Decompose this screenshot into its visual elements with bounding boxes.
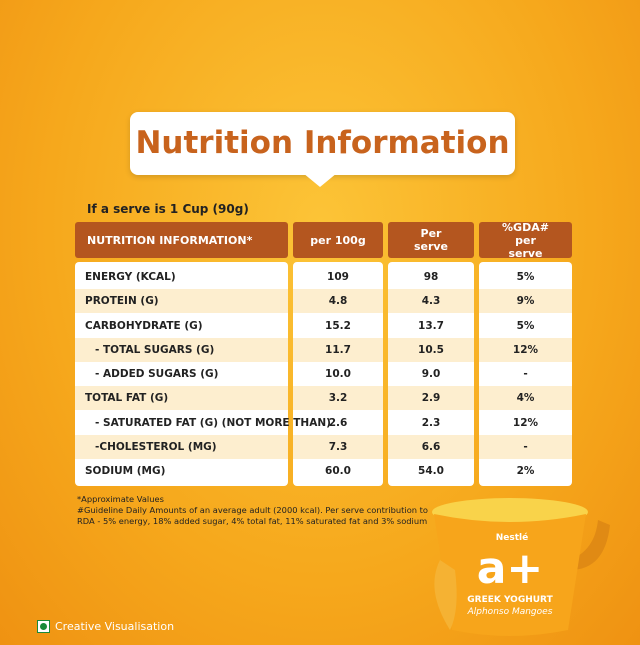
- row-label: CARBOHYDRATE (G): [85, 319, 203, 332]
- value-cell: -: [523, 440, 528, 453]
- cup-rim: [432, 498, 588, 526]
- value-cell: 2.3: [421, 416, 441, 429]
- value-cell: 7.3: [328, 440, 348, 453]
- title-box: Nutrition Information: [130, 112, 515, 175]
- title-pointer: [303, 173, 337, 187]
- row-shade: [75, 289, 288, 314]
- row-shade: [75, 386, 288, 411]
- footnote: #Guideline Daily Amounts of an average a…: [77, 505, 429, 526]
- value-cell: 5%: [516, 271, 535, 283]
- value-cell: 109: [327, 271, 349, 283]
- row-label: - TOTAL SUGARS (G): [95, 343, 215, 356]
- product-flavor: Alphonso Mangoes: [467, 607, 553, 617]
- column-header: NUTRITION INFORMATION*: [75, 222, 288, 258]
- value-cell: 13.7: [418, 319, 444, 332]
- value-cell: 2%: [516, 465, 535, 477]
- product-cup: Nestlé a+ GREEK YOGHURT Alphonso Mangoes: [432, 498, 610, 636]
- value-cell: 9.0: [421, 368, 441, 380]
- row-shade: [293, 386, 383, 411]
- value-cell: 5%: [516, 319, 535, 332]
- serve-note: If a serve is 1 Cup (90g): [87, 202, 249, 216]
- row-shade: [388, 386, 474, 411]
- value-cell: 12%: [512, 416, 539, 429]
- row-shade: [479, 289, 572, 314]
- row-label: -CHOLESTEROL (MG): [95, 440, 217, 453]
- column-header: Per serve: [388, 222, 474, 258]
- row-shade: [388, 289, 474, 314]
- row-shade: [75, 337, 288, 362]
- value-cell: 10.5: [418, 343, 444, 356]
- value-cell: 4.8: [328, 295, 348, 308]
- value-cell: 4.3: [421, 295, 441, 308]
- badge: Creative Visualisation: [55, 620, 175, 633]
- value-cell: 2.6: [328, 416, 348, 429]
- row-shade: [293, 337, 383, 362]
- product-name: a+: [477, 543, 544, 594]
- cup-body: [434, 514, 586, 636]
- row-label: PROTEIN (G): [85, 295, 159, 308]
- row-shade: [388, 434, 474, 459]
- value-cell: 3.2: [328, 392, 348, 405]
- row-label: ENERGY (KCAL): [85, 271, 176, 283]
- footnotes: *Approximate Values #Guideline Daily Amo…: [77, 494, 437, 527]
- value-cell: 9%: [516, 295, 535, 308]
- row-shade: [479, 386, 572, 411]
- row-label: - ADDED SUGARS (G): [95, 368, 219, 380]
- value-cell: -: [523, 368, 528, 380]
- row-shade: [388, 337, 474, 362]
- column-header: %GDA# per serve: [479, 221, 572, 260]
- value-cell: 60.0: [325, 465, 351, 477]
- row-shade: [293, 289, 383, 314]
- mango-slice: [570, 520, 610, 570]
- value-cell: 15.2: [325, 319, 351, 332]
- column-header: per 100g: [293, 222, 383, 258]
- brand: Nestlé: [496, 532, 528, 543]
- row-shade: [479, 434, 572, 459]
- row-shade: [293, 434, 383, 459]
- value-cell: 6.6: [421, 440, 441, 453]
- value-cell: 4%: [516, 392, 535, 405]
- row-label: - SATURATED FAT (G) (NOT MORE THAN): [95, 416, 331, 429]
- value-cell: 98: [423, 271, 439, 283]
- row-shade: [479, 337, 572, 362]
- product-type: GREEK YOGHURT: [467, 595, 553, 605]
- footnote: *Approximate Values: [77, 494, 164, 504]
- title: Nutrition Information: [135, 125, 510, 161]
- value-cell: 11.7: [325, 343, 351, 356]
- value-cell: 12%: [512, 343, 539, 356]
- row-label: TOTAL FAT (G): [85, 392, 169, 405]
- value-cell: 54.0: [418, 465, 444, 477]
- row-shade: [75, 434, 288, 459]
- row-label: SODIUM (MG): [85, 465, 166, 477]
- value-cell: 10.0: [325, 368, 351, 380]
- mango-slice: [434, 560, 457, 630]
- veg-mark: [37, 620, 50, 633]
- value-cell: 2.9: [421, 392, 441, 405]
